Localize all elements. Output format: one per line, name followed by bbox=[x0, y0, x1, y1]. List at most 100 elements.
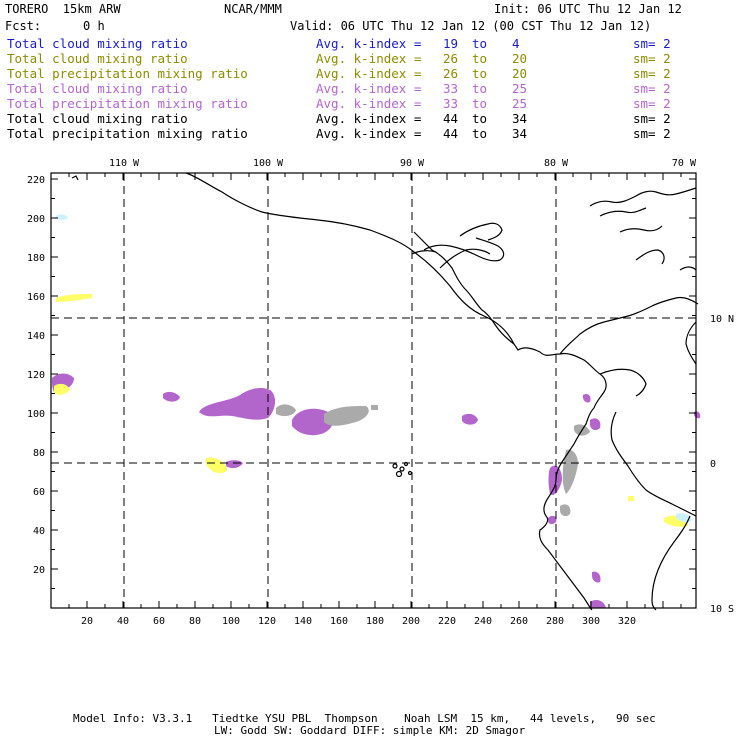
legend-to-word: to bbox=[472, 111, 488, 126]
legend-to-word: to bbox=[472, 96, 488, 111]
x-tick-label: 40 bbox=[117, 616, 129, 627]
shade-gray-1 bbox=[276, 404, 296, 417]
shade-gray-2 bbox=[324, 406, 369, 426]
shade-purple-13 bbox=[694, 411, 701, 419]
legend-field: Total cloud mixing ratio bbox=[7, 111, 188, 126]
shade-gray-3 bbox=[371, 405, 378, 410]
legend-sm: sm= 2 bbox=[633, 111, 671, 126]
legend-sm: sm= 2 bbox=[633, 36, 671, 51]
legend-metric: Avg. k-index = bbox=[316, 111, 422, 126]
legend-to: 34 bbox=[512, 111, 528, 126]
y-tick-labels: 220 200 180 160 140 120 100 80 60 40 20 bbox=[27, 175, 45, 576]
legend-to-word: to bbox=[472, 81, 488, 96]
legend-metric: Avg. k-index = bbox=[316, 66, 422, 81]
model-title: TORERO 15km ARW bbox=[5, 2, 121, 16]
y-tick-label: 120 bbox=[27, 370, 45, 381]
x-tick-label: 120 bbox=[258, 616, 276, 627]
legend-from: 33 bbox=[443, 81, 459, 96]
legend-from: 44 bbox=[443, 126, 459, 141]
legend-to: 4 bbox=[512, 36, 520, 51]
x-tick-label: 320 bbox=[618, 616, 636, 627]
coastlines bbox=[71, 172, 699, 611]
shade-purple-2 bbox=[292, 408, 333, 436]
x-tick-label: 200 bbox=[402, 616, 420, 627]
legend-to-word: to bbox=[472, 126, 488, 141]
legend-row: Total cloud mixing ratio Avg. k-index = 44… bbox=[7, 111, 727, 126]
y-tick-label: 220 bbox=[27, 175, 45, 186]
legend-field: Total cloud mixing ratio bbox=[7, 36, 188, 51]
lat-label: 10 N bbox=[710, 314, 734, 325]
legend-row: Total cloud mixing ratio Avg. k-index = 19… bbox=[7, 36, 727, 51]
x-tick-label: 60 bbox=[153, 616, 165, 627]
x-tick-label: 300 bbox=[582, 616, 600, 627]
x-tick-label: 240 bbox=[474, 616, 492, 627]
init-time: Init: 06 UTC Thu 12 Jan 12 bbox=[494, 2, 682, 16]
legend-to: 25 bbox=[512, 96, 528, 111]
x-tick-label: 180 bbox=[366, 616, 384, 627]
legend-from: 19 bbox=[443, 36, 459, 51]
shade-yellow-5 bbox=[628, 496, 634, 501]
legend-to-word: to bbox=[472, 66, 488, 81]
shade-yellow-3 bbox=[205, 457, 228, 474]
shade-purple-1 bbox=[199, 387, 276, 420]
map-frame bbox=[50, 172, 697, 609]
legend-row: Total precipitation mixing ratio Avg. k-i… bbox=[7, 126, 727, 141]
longitude-labels: 110 W 100 W 90 W 80 W 70 W bbox=[109, 158, 697, 169]
legend-to-word: to bbox=[472, 36, 488, 51]
forecast-label: Fcst: bbox=[5, 19, 42, 33]
lat-label: 10 S bbox=[710, 604, 734, 615]
legend-from: 26 bbox=[443, 66, 459, 81]
lon-label: 70 W bbox=[672, 158, 697, 169]
shade-purple-12 bbox=[590, 600, 606, 608]
shade-purple-10 bbox=[548, 515, 557, 525]
x-tick-label: 220 bbox=[438, 616, 456, 627]
physics-info-line: LW: Godd SW: Goddard DIFF: simple KM: 2D… bbox=[214, 724, 526, 737]
shade-yellow-2 bbox=[56, 294, 92, 302]
shade-purple-6 bbox=[226, 460, 243, 469]
legend-row: Total cloud mixing ratio Avg. k-index = 26… bbox=[7, 51, 727, 66]
lat-label: 0 bbox=[710, 459, 716, 470]
shade-purple-4 bbox=[462, 413, 478, 425]
shade-gray-5 bbox=[562, 449, 578, 494]
y-tick-label: 60 bbox=[33, 487, 45, 498]
x-tick-label: 80 bbox=[189, 616, 201, 627]
lat-lon-grid bbox=[51, 173, 696, 608]
x-tick-label: 160 bbox=[330, 616, 348, 627]
map-panel: 110 W 100 W 90 W 80 W 70 W 10 N 0 10 S 20 40 60 8… bbox=[27, 158, 734, 627]
lon-label: 100 W bbox=[253, 158, 284, 169]
legend-sm: sm= 2 bbox=[633, 126, 671, 141]
legend-metric: Avg. k-index = bbox=[316, 36, 422, 51]
legend-to: 25 bbox=[512, 81, 528, 96]
precipitation-shading bbox=[52, 214, 701, 608]
legend-row: Total cloud mixing ratio Avg. k-index = 33… bbox=[7, 81, 727, 96]
y-tick-label: 160 bbox=[27, 292, 45, 303]
legend-from: 44 bbox=[443, 111, 459, 126]
legend-metric: Avg. k-index = bbox=[316, 126, 422, 141]
shade-yellow-1 bbox=[54, 383, 70, 395]
valid-time: Valid: 06 UTC Thu 12 Jan 12 (00 CST Thu … bbox=[290, 19, 652, 33]
legend-metric: Avg. k-index = bbox=[316, 51, 422, 66]
legend-field: Total precipitation mixing ratio bbox=[7, 96, 248, 111]
organization-label: NCAR/MMM bbox=[224, 2, 282, 16]
shade-purple-8 bbox=[590, 418, 601, 431]
y-tick-label: 40 bbox=[33, 526, 45, 537]
y-tick-label: 140 bbox=[27, 331, 45, 342]
legend-to-word: to bbox=[472, 51, 488, 66]
legend-field: Total precipitation mixing ratio bbox=[7, 66, 248, 81]
legend-sm: sm= 2 bbox=[633, 96, 671, 111]
x-tick-label: 280 bbox=[546, 616, 564, 627]
lon-label: 80 W bbox=[544, 158, 569, 169]
legend-field: Total cloud mixing ratio bbox=[7, 81, 188, 96]
legend-to: 20 bbox=[512, 51, 528, 66]
legend-row: Total precipitation mixing ratio Avg. k-i… bbox=[7, 66, 727, 81]
legend-metric: Avg. k-index = bbox=[316, 96, 422, 111]
y-tick-label: 100 bbox=[27, 409, 45, 420]
y-tick-label: 20 bbox=[33, 565, 45, 576]
legend-sm: sm= 2 bbox=[633, 51, 671, 66]
x-tick-label: 260 bbox=[510, 616, 528, 627]
shade-purple-9 bbox=[548, 465, 562, 496]
forecast-hour: 0 h bbox=[83, 19, 105, 33]
shade-lightblue-2 bbox=[56, 214, 68, 220]
y-tick-label: 200 bbox=[27, 214, 45, 225]
legend-from: 26 bbox=[443, 51, 459, 66]
